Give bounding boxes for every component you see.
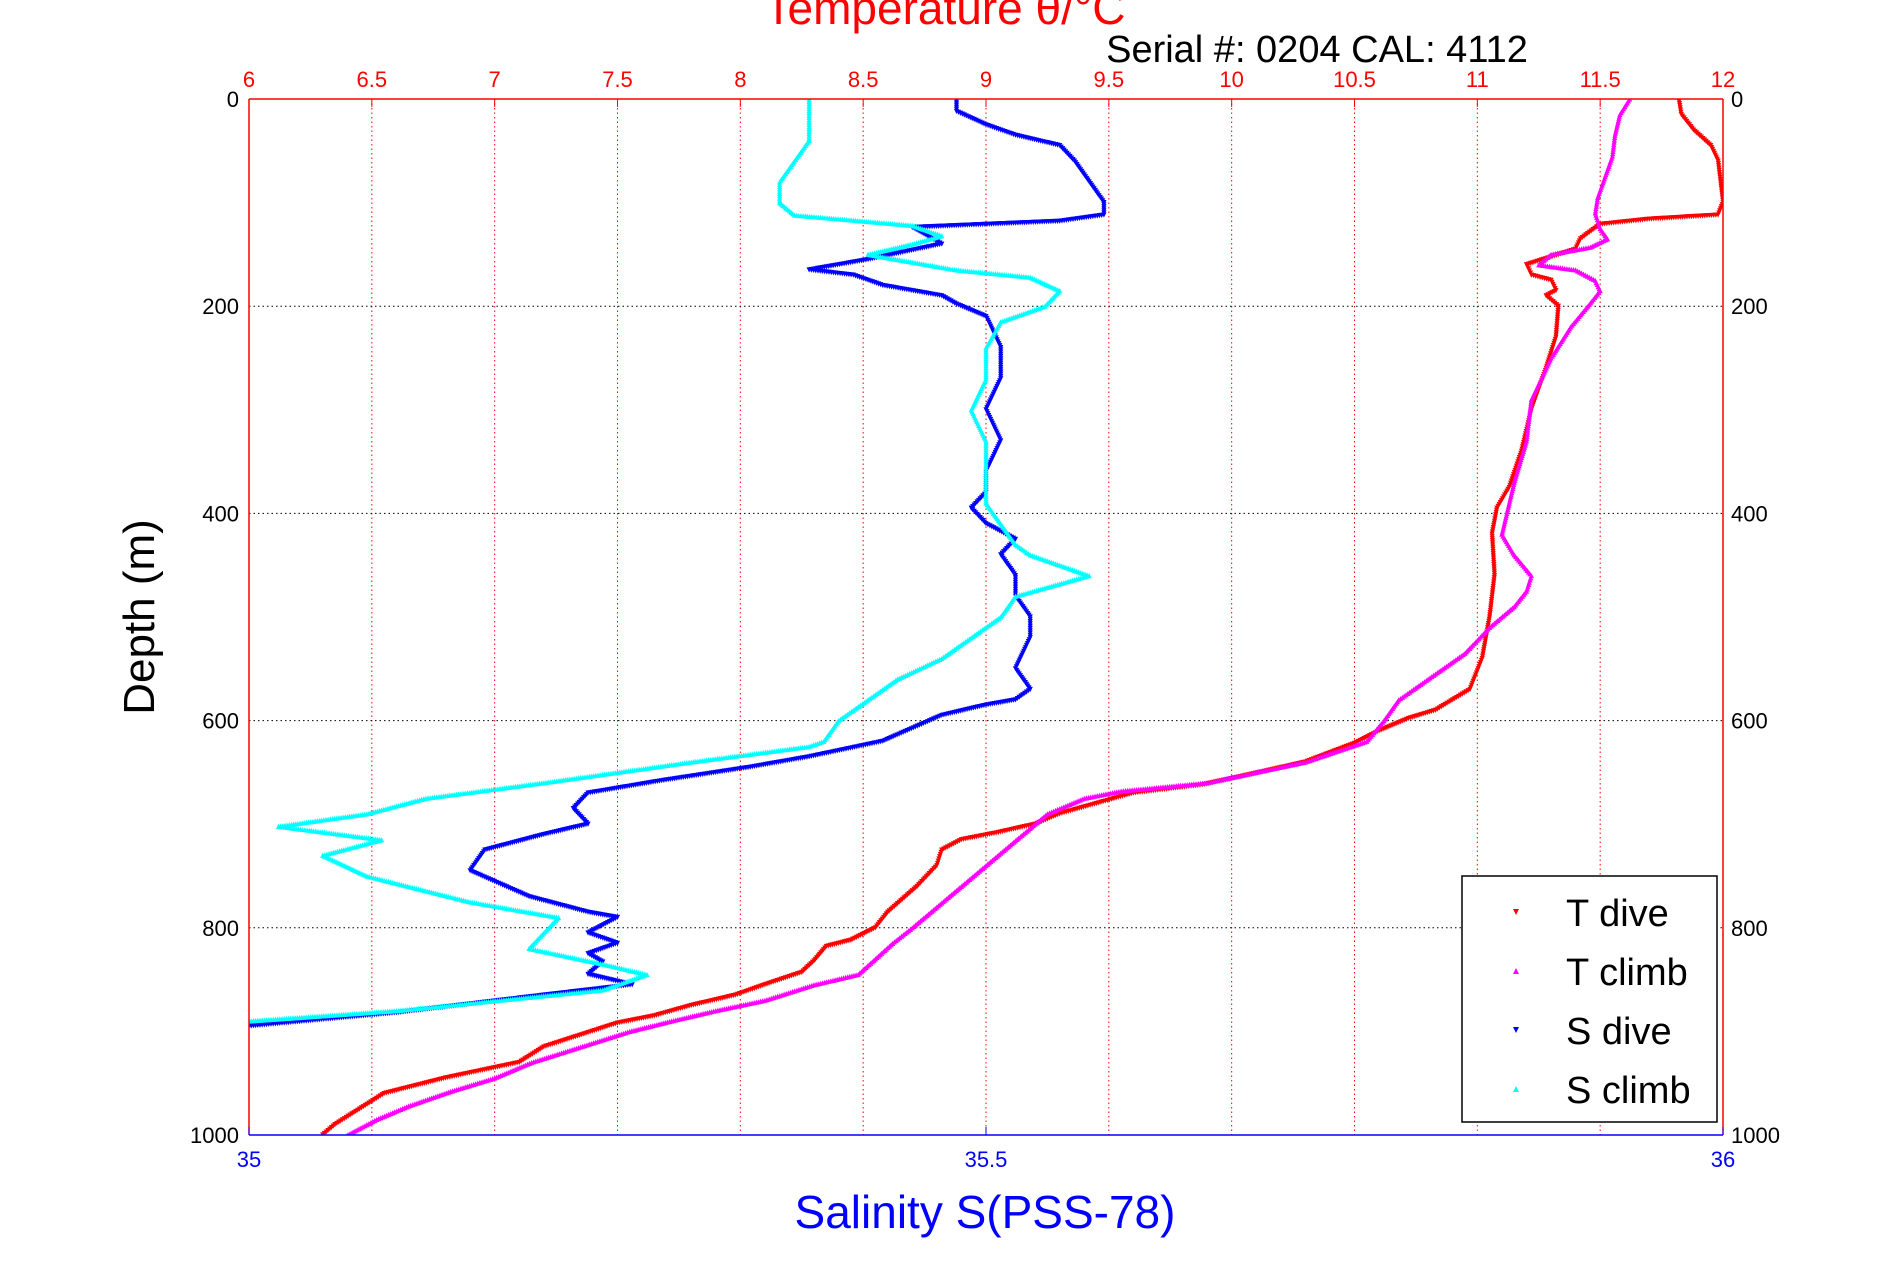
data-point: [1610, 148, 1616, 154]
data-point: [1612, 132, 1618, 138]
salinity-tick-label: 35.5: [965, 1147, 1008, 1172]
salinity-tick-label: 36: [1711, 1147, 1735, 1172]
data-point: [1593, 205, 1599, 212]
temperature-tick-label: 9: [980, 67, 992, 92]
data-point: [1610, 146, 1616, 152]
tick-labels: 6 6.5 7 7.5 8 8.5 9 9.5 10 10.5 11 11.5 12 35 35.5 36 0 0…: [190, 67, 1780, 1172]
data-point: [1528, 401, 1534, 407]
depth-tick-label-left: 800: [202, 916, 239, 941]
data-point: [1526, 412, 1533, 418]
legend-label: T dive: [1566, 893, 1669, 935]
data-point: [1595, 194, 1601, 201]
top-axis-title: Temperature θ/°C: [765, 0, 1126, 34]
depth-tick-label-left: 0: [227, 87, 239, 112]
data-point: [1594, 197, 1600, 203]
temperature-tick-label: 10: [1219, 67, 1243, 92]
temperature-tick-label: 9.5: [1094, 67, 1125, 92]
data-point: [1611, 141, 1617, 148]
data-point: [1525, 420, 1532, 427]
legend-marker: [1513, 968, 1519, 974]
temperature-tick-label: 10.5: [1333, 67, 1376, 92]
data-point: [1593, 208, 1599, 214]
temperature-tick-label: 6.5: [357, 67, 388, 92]
bottom-axis-title: Salinity S(PSS-78): [795, 1186, 1176, 1238]
data-point: [1524, 436, 1530, 442]
data-point: [1594, 201, 1600, 207]
plot-area: [249, 99, 1723, 1135]
data-point: [1526, 418, 1532, 424]
data-point: [1524, 431, 1530, 437]
data-point: [1526, 414, 1532, 420]
grid: [249, 99, 1723, 1135]
data-point: [1526, 416, 1532, 422]
depth-tick-label-left: 600: [202, 709, 239, 734]
series-t-climb: [345, 99, 1633, 1135]
temperature-tick-label: 7.5: [602, 67, 633, 92]
data-point: [1593, 203, 1599, 209]
temperature-tick-label: 7: [489, 67, 501, 92]
y-axis-title: Depth (m): [115, 519, 164, 715]
chart-subtitle: Serial #: 0204 CAL: 4112: [1106, 29, 1528, 71]
data-point: [1524, 433, 1530, 440]
temperature-tick-label: 6: [243, 67, 255, 92]
depth-tick-label-left: 400: [202, 501, 239, 526]
data-point: [1611, 139, 1617, 145]
depth-tick-label-right: 800: [1731, 916, 1768, 941]
temperature-tick-label: 11.5: [1580, 67, 1621, 92]
data-point: [1528, 399, 1534, 405]
depth-tick-label-right: 200: [1731, 294, 1768, 319]
depth-tick-label-right: 0: [1731, 87, 1743, 112]
data-point: [1610, 144, 1617, 150]
salinity-tick-label: 35: [237, 1147, 261, 1172]
depth-tick-label-right: 600: [1731, 709, 1768, 734]
data-point: [1528, 396, 1534, 403]
data-point: [1612, 134, 1618, 141]
legend-marker: [1513, 909, 1519, 915]
data-point: [1525, 427, 1531, 433]
legend-label: T climb: [1566, 952, 1688, 994]
data-point: [1527, 407, 1533, 413]
legend-marker: [1513, 1027, 1519, 1033]
data-point: [1524, 429, 1531, 435]
data-point: [1525, 423, 1531, 429]
data-point: [1527, 405, 1533, 411]
temperature-tick-label: 11: [1466, 67, 1489, 92]
data-point: [1527, 409, 1533, 416]
legend-box: [1461, 875, 1718, 1123]
series-s-climb: [249, 99, 1092, 1024]
temperature-tick-label: 8: [734, 67, 746, 92]
data-point: [1528, 403, 1534, 409]
depth-tick-label-left: 200: [202, 294, 239, 319]
temperature-tick-label: 12: [1711, 67, 1735, 92]
data-point: [347, 1131, 352, 1135]
depth-tick-label-right: 1000: [1731, 1123, 1780, 1148]
data-point: [1610, 151, 1616, 157]
depth-tick-label-right: 400: [1731, 501, 1768, 526]
data-point: [1594, 199, 1600, 205]
data-point: [1525, 425, 1531, 431]
temperature-tick-label: 8.5: [848, 67, 879, 92]
depth-tick-label-left: 1000: [190, 1123, 239, 1148]
data-point: [1611, 137, 1617, 143]
